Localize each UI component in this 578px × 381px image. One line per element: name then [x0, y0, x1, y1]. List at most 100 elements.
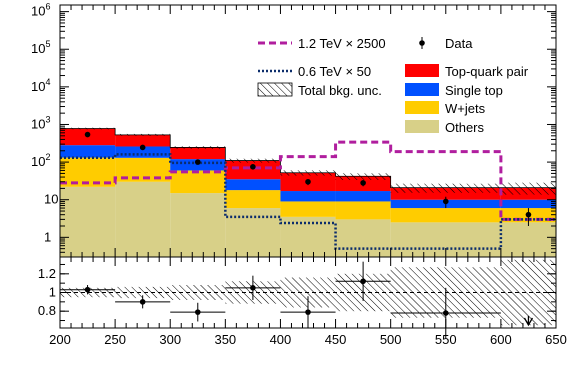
x-tick-label: 400: [270, 332, 292, 347]
ratio-marker: [139, 299, 146, 305]
x-tick-label: 250: [104, 332, 126, 347]
ratio-uncertainty-band: [60, 259, 556, 326]
x-tick-label: 500: [380, 332, 402, 347]
ratio-band-bin1: [115, 286, 171, 299]
ratio-marker: [442, 310, 449, 316]
ratio-y-tick-label: 0.8: [38, 303, 56, 318]
x-tick-label: 200: [49, 332, 71, 347]
y-tick-label: 10: [44, 192, 58, 207]
data-point: [305, 178, 311, 186]
ratio-marker: [305, 309, 311, 315]
data-point: [442, 196, 449, 209]
bar-single-top-bin0: [60, 145, 116, 158]
legend-item-0-6-tev-50: 0.6 TeV × 50: [258, 64, 371, 79]
bar-single-top-bin4: [280, 191, 336, 202]
legend-label: 1.2 TeV × 2500: [298, 36, 386, 51]
bar-others-bin5: [335, 219, 391, 257]
legend-item-total-bkg-unc: Total bkg. unc.: [257, 82, 382, 98]
x-tick-label: 300: [159, 332, 181, 347]
offscale-arrow: [523, 315, 534, 327]
data-point: [194, 159, 201, 165]
x-tick-label: 450: [325, 332, 347, 347]
ratio-point: [115, 295, 171, 309]
legend-label: Others: [445, 120, 485, 135]
legend-label: Top-quark pair: [445, 64, 529, 79]
bar-single-top-bin7: [500, 199, 556, 209]
ratio-point: [335, 261, 391, 301]
legend-item-others: Others: [405, 120, 485, 135]
bar-top-quark-pair-bin1: [115, 134, 171, 147]
y-tick-label: 103: [31, 114, 50, 131]
legend-label: W+jets: [445, 101, 486, 116]
bar-w-jets-bin3: [225, 190, 281, 209]
ratio-axis-ticks: 0.8 1 1.2 200 250 300 350 400 450 500 550 600 650: [38, 257, 567, 347]
legend-item-single-top: Single top: [405, 83, 503, 98]
bar-top-quark-pair-bin2: [170, 147, 226, 160]
bar-others-bin3: [225, 208, 281, 257]
signal-lines: [60, 140, 556, 250]
data-point: [139, 144, 146, 151]
ratio-point: [390, 287, 501, 339]
data-point: [250, 163, 256, 170]
legend-item-1-2-tev-2500: 1.2 TeV × 2500: [258, 36, 386, 51]
x-tick-label: 550: [435, 332, 457, 347]
y-tick-label: 102: [31, 152, 50, 169]
bar-w-jets-bin2: [170, 170, 226, 194]
data-point: [525, 208, 532, 227]
bar-top-quark-pair-bin3: [225, 160, 281, 180]
arrow-head: [523, 317, 534, 327]
data-marker: [250, 163, 256, 170]
bar-w-jets-bin1: [115, 157, 171, 182]
legend-label: Data: [445, 36, 473, 51]
main-panel: 1 10 102 103 104 105 106 1.2 TeV × 2500 Data 0.6…: [31, 2, 557, 258]
ratio-marker: [360, 278, 366, 285]
uncertainty-bin6: [390, 183, 501, 193]
legend-swatch: [419, 40, 425, 46]
legend-item-top-quark-pair: Top-quark pair: [405, 64, 529, 79]
ratio-points: [60, 261, 534, 339]
data-points: [84, 131, 532, 227]
ratio-point: [60, 285, 116, 295]
legend-label: 0.6 TeV × 50: [298, 64, 371, 79]
uncertainty-bin7: [500, 182, 556, 195]
legend: 1.2 TeV × 2500 Data 0.6 TeV × 50 Top-quark …: [257, 36, 529, 135]
ratio-y-tick-label: 1.2: [38, 266, 56, 281]
data-marker: [360, 180, 366, 186]
bar-others-bin0: [60, 186, 116, 257]
ratio-marker: [194, 309, 201, 315]
y-tick-label: 105: [31, 39, 50, 56]
legend-item-data: Data: [419, 36, 473, 51]
legend-swatch: [405, 64, 439, 77]
x-tick-label: 350: [214, 332, 236, 347]
y-tick-label: 106: [31, 2, 50, 19]
ratio-point: [170, 302, 226, 322]
ratio-point: [280, 296, 336, 328]
bar-single-top-bin1: [115, 146, 171, 158]
ratio-band-bin2: [170, 285, 226, 300]
x-tick-label: 600: [490, 332, 512, 347]
ratio-marker: [250, 285, 256, 291]
signal-line-0-6-tev-50: [60, 153, 556, 250]
stacked-background-histograms: [60, 128, 556, 257]
legend-swatch: [405, 120, 439, 133]
ratio-y-tick-label: 1: [49, 285, 56, 300]
bar-others-bin7: [500, 222, 556, 257]
legend-item-w-jets: W+jets: [405, 101, 486, 116]
ratio-marker: [84, 286, 91, 293]
legend-label: Single top: [445, 83, 503, 98]
bar-w-jets-bin5: [335, 201, 391, 220]
y-tick-label: 1: [44, 229, 51, 244]
legend-label: Total bkg. unc.: [298, 83, 382, 98]
y-tick-label: 104: [31, 77, 50, 94]
data-point: [84, 131, 91, 138]
data-marker: [305, 178, 311, 185]
bar-w-jets-bin4: [280, 201, 336, 217]
main-axis-ticks: 1 10 102 103 104 105 106: [31, 2, 557, 258]
legend-swatch: [405, 83, 439, 96]
bar-single-top-bin5: [335, 191, 391, 202]
bar-single-top-bin3: [225, 179, 281, 191]
data-point: [360, 180, 366, 187]
data-marker: [139, 144, 146, 151]
data-marker: [84, 131, 91, 138]
